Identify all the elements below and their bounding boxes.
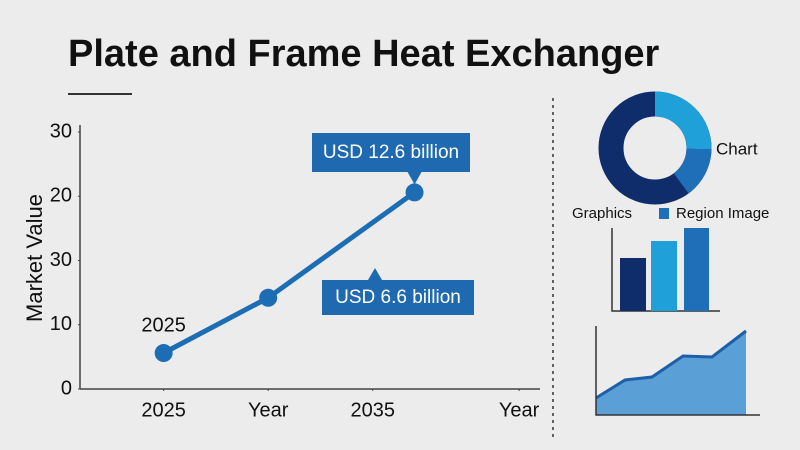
marker: [154, 344, 173, 363]
sidebar-label: Chart: [716, 139, 758, 158]
donut-icon: [598, 91, 712, 205]
legend-swatch: [659, 208, 669, 219]
icon-area: [596, 331, 746, 415]
icon-bar: [684, 228, 709, 311]
x-tick-label: 2025: [141, 399, 186, 421]
icon-axis: [595, 326, 760, 416]
x-tick-label: Year: [248, 399, 289, 421]
y-tick-label: 10: [50, 313, 72, 335]
y-tick-label: 20: [50, 185, 72, 207]
y-tick-label: 0: [61, 377, 72, 399]
area-icon: [595, 326, 760, 416]
sidebar-label: Graphics: [572, 205, 632, 222]
annotation: USD 12.6 billion: [323, 142, 459, 163]
y-tick-label: 30: [50, 120, 72, 142]
callout: [322, 268, 474, 315]
x-tick-label: 2035: [350, 399, 395, 421]
chart-title: Plate and Frame Heat Exchanger: [68, 33, 660, 75]
marker: [259, 288, 278, 307]
bar-icon: [611, 228, 720, 312]
donut-segment: [598, 91, 712, 205]
x-tick-label: Year: [499, 399, 540, 421]
sidebar-label: Region Image: [676, 205, 769, 222]
annotation: USD 6.6 billion: [335, 287, 461, 308]
y-tick-label: 30: [50, 249, 72, 271]
icon-line: [595, 329, 747, 400]
callout: [312, 133, 470, 185]
annotation: 2025: [141, 314, 186, 336]
marker: [405, 183, 424, 202]
icon-bar: [651, 241, 677, 311]
y-axis-label: Market Value: [22, 194, 47, 322]
icon-bar: [620, 258, 646, 311]
